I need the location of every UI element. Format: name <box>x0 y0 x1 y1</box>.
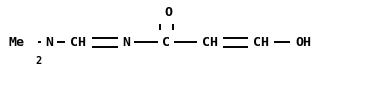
Text: CH: CH <box>70 36 87 49</box>
Text: CH: CH <box>202 36 218 49</box>
Text: N: N <box>45 36 53 49</box>
Text: 2: 2 <box>35 56 42 66</box>
Text: O: O <box>164 6 172 19</box>
Text: Me: Me <box>9 36 25 49</box>
Text: N: N <box>122 36 130 49</box>
Text: C: C <box>162 36 170 49</box>
Text: OH: OH <box>295 36 311 49</box>
Text: CH: CH <box>253 36 269 49</box>
